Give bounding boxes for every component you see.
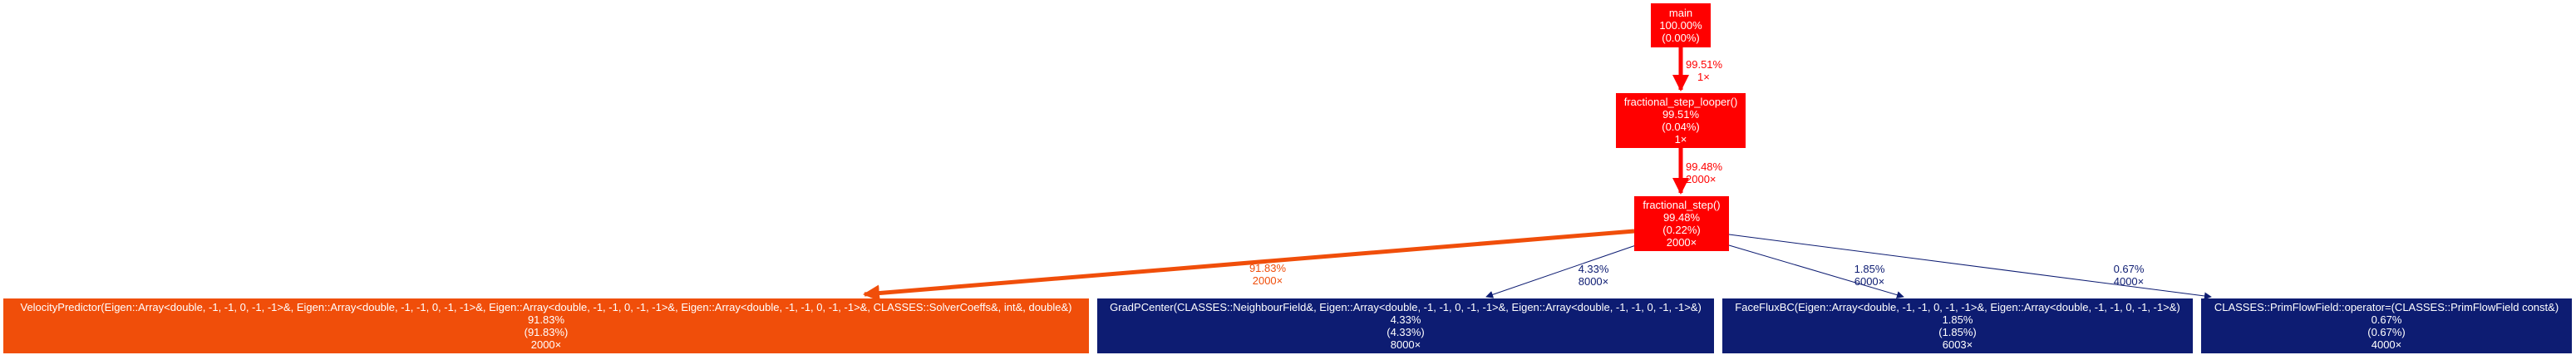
edge-step-to-gradp	[1485, 244, 1637, 298]
node-self-percent: (91.83%)	[524, 326, 569, 338]
node-self-percent: (4.33%)	[1387, 326, 1425, 338]
node-total-percent: 0.67%	[2371, 313, 2402, 326]
edge-pct: 0.67%	[2113, 263, 2145, 275]
node-self-percent: (1.85%)	[1938, 326, 1977, 338]
node-call-count: 1×	[1674, 133, 1687, 145]
edge-label-step-faceflux: 1.85% 6000×	[1840, 263, 1899, 288]
node-main[interactable]: main 100.00% (0.00%)	[1651, 3, 1711, 47]
node-self-percent: (0.22%)	[1662, 224, 1701, 236]
node-function-name: fractional_step()	[1643, 199, 1721, 211]
node-self-percent: (0.67%)	[2367, 326, 2406, 338]
node-function-name: fractional_step_looper()	[1623, 96, 1738, 108]
edge-label-main-looper: 99.51% 1×	[1686, 58, 1744, 83]
edge-calls: 2000×	[1686, 173, 1717, 185]
edge-pct: 4.33%	[1578, 263, 1609, 275]
node-function-name: VelocityPredictor(Eigen::Array<double, -…	[20, 301, 1072, 313]
node-call-count: 2000×	[1666, 236, 1697, 249]
node-function-name: main	[1668, 7, 1693, 19]
node-call-count: 4000×	[2371, 338, 2402, 351]
node-function-name: GradPCenter(CLASSES::NeighbourField&, Ei…	[1110, 301, 1702, 313]
node-total-percent: 1.85%	[1942, 313, 1973, 326]
edge-calls: 2000×	[1252, 274, 1283, 287]
node-fractional-step[interactable]: fractional_step() 99.48% (0.22%) 2000×	[1634, 196, 1729, 251]
node-call-count: 6003×	[1942, 338, 1973, 351]
node-function-name: FaceFluxBC(Eigen::Array<double, -1, -1, …	[1735, 301, 2180, 313]
edge-step-to-faceflux	[1728, 244, 1904, 299]
node-total-percent: 100.00%	[1659, 19, 1702, 32]
edge-calls: 8000×	[1578, 275, 1609, 288]
edge-label-step-gradp: 4.33% 8000×	[1564, 263, 1623, 288]
node-velocity-predictor[interactable]: VelocityPredictor(Eigen::Array<double, -…	[3, 298, 1089, 353]
node-prim-flow-field-assign[interactable]: CLASSES::PrimFlowField::operator=(CLASSE…	[2201, 298, 2572, 353]
edge-pct: 99.51%	[1686, 58, 1723, 71]
edge-step-to-velocity	[863, 229, 1635, 302]
node-function-name: CLASSES::PrimFlowField::operator=(CLASSE…	[2214, 301, 2559, 313]
edge-calls: 4000×	[2113, 275, 2145, 288]
node-call-count: 2000×	[530, 338, 562, 351]
edge-pct: 99.48%	[1686, 160, 1723, 173]
edge-label-step-velocity: 91.83% 2000×	[1239, 262, 1297, 287]
node-self-percent: (0.04%)	[1662, 121, 1700, 133]
edge-pct: 1.85%	[1854, 263, 1885, 275]
edge-label-looper-step: 99.48% 2000×	[1686, 160, 1752, 185]
node-fractional-step-looper[interactable]: fractional_step_looper() 99.51% (0.04%) …	[1616, 93, 1746, 148]
edge-label-step-primflow: 0.67% 4000×	[2100, 263, 2158, 288]
edge-calls: 6000×	[1854, 275, 1885, 288]
edge-step-to-primflow	[1728, 234, 2212, 300]
node-face-flux-bc[interactable]: FaceFluxBC(Eigen::Array<double, -1, -1, …	[1722, 298, 2193, 353]
node-total-percent: 99.51%	[1662, 108, 1700, 121]
node-gradp-center[interactable]: GradPCenter(CLASSES::NeighbourField&, Ei…	[1097, 298, 1714, 353]
node-total-percent: 91.83%	[527, 313, 565, 326]
edge-calls: 1×	[1697, 71, 1710, 83]
node-call-count: 8000×	[1390, 338, 1421, 351]
edge-pct: 91.83%	[1249, 262, 1287, 274]
node-total-percent: 4.33%	[1390, 313, 1421, 326]
node-self-percent: (0.00%)	[1662, 32, 1700, 44]
node-total-percent: 99.48%	[1662, 211, 1701, 224]
